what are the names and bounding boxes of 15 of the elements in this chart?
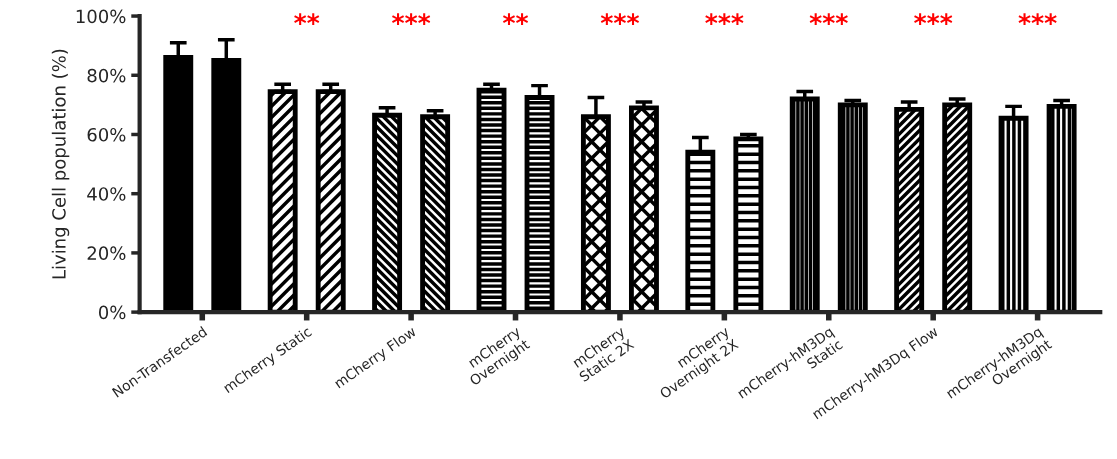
annotation: ** bbox=[502, 13, 529, 25]
annotation: *** bbox=[914, 13, 953, 25]
y-tick-label: 80% bbox=[87, 68, 126, 83]
annotation: *** bbox=[705, 13, 744, 25]
y-tick-label: 60% bbox=[87, 127, 126, 142]
annotation: *** bbox=[1018, 13, 1057, 25]
annotation: *** bbox=[391, 13, 431, 25]
y-tick-label: 0% bbox=[98, 305, 126, 320]
annotation: *** bbox=[809, 13, 848, 25]
y-tick-label: 40% bbox=[87, 187, 126, 201]
y-tick-label: 100% bbox=[76, 9, 126, 24]
annotation: *** bbox=[600, 13, 640, 25]
annotation: ** bbox=[294, 13, 320, 25]
y-axis-title: Living Cell population (%) bbox=[51, 49, 70, 279]
y-tick-label: 20% bbox=[87, 246, 126, 261]
